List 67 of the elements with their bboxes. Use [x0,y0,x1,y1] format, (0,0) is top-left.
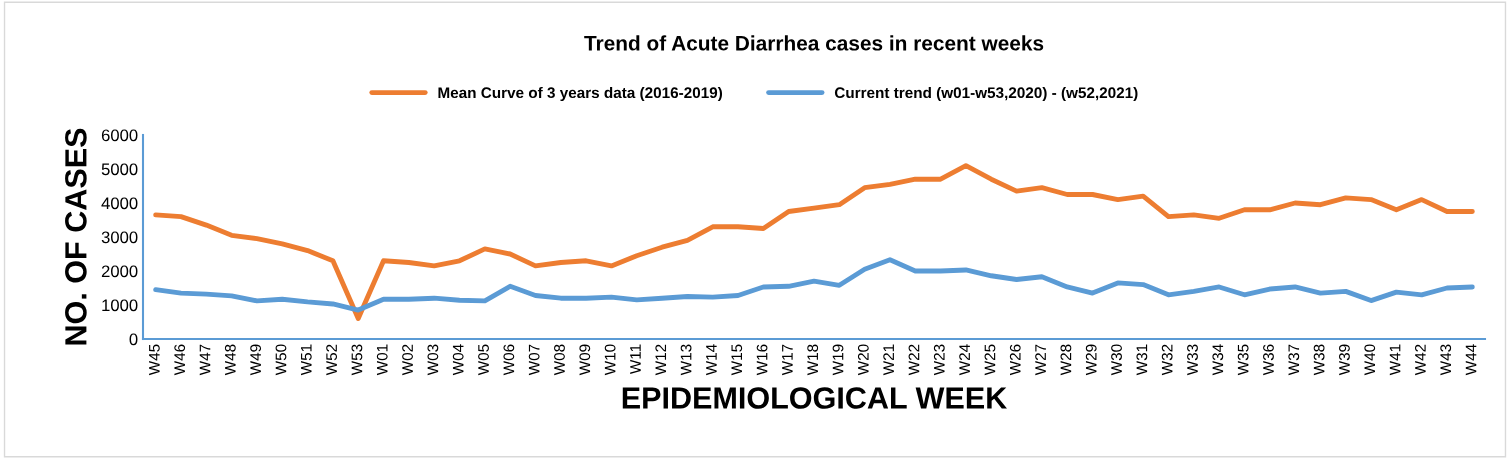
y-tick-label: 0 [129,333,138,346]
line-series [153,257,1475,313]
x-tick-label: W53 [351,344,363,376]
x-tick-label: W16 [756,344,768,376]
line-series [153,163,1475,322]
x-tick-label: W04 [452,344,464,376]
y-tick-label: 6000 [101,129,138,142]
x-tick-label: W37 [1288,344,1300,376]
x-tick-label: W29 [1085,344,1097,376]
legend-label: Mean Curve of 3 years data (2016-2019) [438,86,723,102]
x-tick-label: W05 [478,344,489,376]
x-tick-label: W06 [503,344,515,376]
x-tick-label: W24 [959,344,970,376]
y-tick-label: 3000 [101,231,138,244]
x-tick-label: W40 [1364,344,1376,376]
x-tick-label: W12 [655,344,667,376]
x-axis-title: EPIDEMIOLOGICAL WEEK [622,387,1007,409]
y-axis-title: NO. OF CASES [65,128,87,345]
x-tick-label: W34 [1212,344,1224,376]
x-tick-label: W45 [149,344,160,376]
x-tick-label: W20 [857,344,869,376]
x-tick-label: W21 [883,344,894,376]
x-tick-label: W17 [782,344,793,376]
x-tick-label: W07 [528,344,540,376]
x-tick-label: W47 [199,344,211,376]
x-tick-label: W08 [554,344,565,376]
x-tick-label: W23 [933,344,945,376]
x-tick-label: W48 [224,344,236,376]
x-tick-label: W11 [630,344,641,375]
x-tick-label: W25 [984,344,996,376]
x-tick-label: W35 [1237,344,1249,376]
x-tick-label: W03 [427,344,439,376]
x-tick-label: W50 [275,344,287,376]
x-tick-label: W52 [326,344,338,376]
x-tick-label: W39 [1339,344,1350,376]
x-tick-label: W27 [1035,344,1046,376]
x-tick-label: W01 [376,344,388,376]
x-tick-label: W43 [1440,344,1452,376]
x-tick-label: W10 [604,344,616,376]
x-tick-label: W19 [832,344,844,376]
x-tick-label: W28 [1060,344,1072,376]
x-tick-label: W41 [1389,344,1401,376]
x-tick-label: W02 [402,344,413,376]
x-tick-label: W14 [706,344,717,376]
legend-label: Current trend (w01-w53,2020) - (w52,2021) [834,86,1138,102]
x-tick-label: W09 [579,344,591,376]
x-tick-label: W33 [1187,344,1198,376]
x-tick-label: W31 [1136,344,1148,376]
x-tick-label: W30 [1111,344,1122,376]
x-tick-label: W18 [807,344,819,376]
y-tick-label: 2000 [101,265,138,278]
x-tick-label: W46 [174,344,186,376]
x-tick-label: W13 [680,344,692,376]
x-tick-label: W44 [1465,344,1477,376]
x-tick-label: W22 [908,344,920,376]
x-tick-label: W26 [1009,344,1021,376]
y-tick-label: 4000 [101,197,138,210]
x-tick-label: W49 [250,344,262,376]
x-tick-label: W36 [1263,344,1274,376]
x-tick-label: W42 [1414,344,1426,376]
x-tick-label: W38 [1313,344,1325,376]
x-tick-label: W51 [301,344,312,376]
y-tick-label: 5000 [101,163,138,176]
y-tick-label: 1000 [102,299,138,312]
x-tick-label: W32 [1161,344,1173,376]
x-tick-label: W15 [731,344,743,376]
chart-title: Trend of Acute Diarrhea cases in recent weeks [584,35,1044,51]
